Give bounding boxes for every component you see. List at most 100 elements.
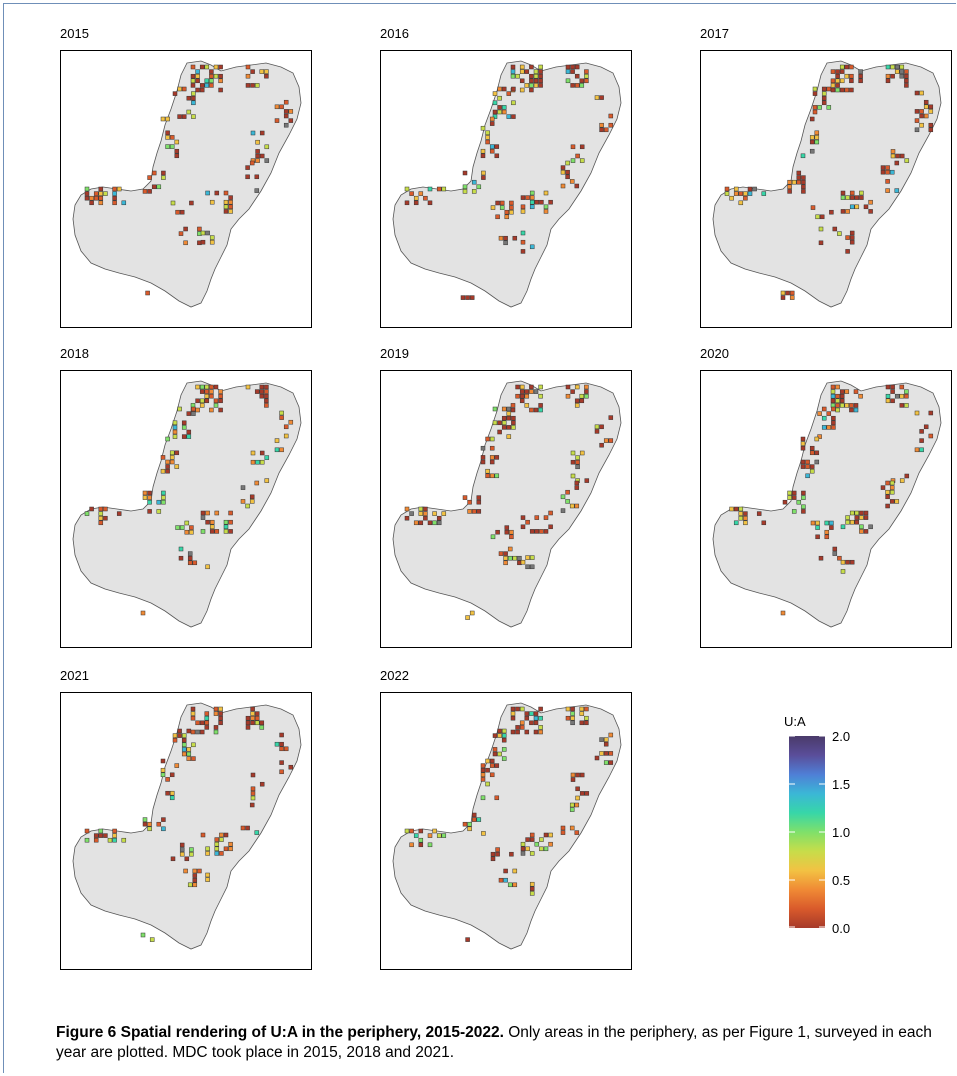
grid-cell (218, 87, 223, 93)
grid-cell (529, 832, 535, 838)
grid-cell (814, 139, 820, 145)
grid-cell (831, 415, 836, 421)
grid-cell (889, 169, 895, 175)
grid-cell (584, 706, 589, 712)
grid-cell (205, 851, 210, 856)
grid-cell (787, 490, 792, 496)
grid-cell (584, 791, 590, 796)
grid-cell (98, 186, 104, 192)
grid-cell (809, 148, 815, 154)
grid-cell (880, 165, 886, 170)
grid-cell (579, 720, 585, 726)
grid-cell (177, 406, 182, 412)
grid-cell (177, 86, 182, 92)
grid-cell (200, 230, 206, 236)
grid-cell (809, 139, 815, 145)
grid-cell (497, 751, 502, 757)
figure-frame (3, 3, 956, 1073)
grid-cell (98, 511, 104, 516)
grid-cell (187, 560, 193, 566)
map-svg (72, 380, 302, 628)
grid-cell (218, 720, 223, 726)
grid-cell (885, 393, 891, 399)
grid-cell (608, 415, 614, 420)
grid-cell (859, 190, 864, 196)
grid-cell (733, 186, 739, 192)
grid-cell (608, 438, 614, 443)
grid-cell (427, 200, 433, 206)
grid-cell (574, 480, 580, 486)
grid-cell (570, 158, 576, 163)
grid-cell (520, 515, 526, 520)
grid-cell (481, 170, 486, 176)
grid-cell (84, 828, 90, 834)
map-svg (392, 380, 622, 628)
grid-cell (165, 436, 170, 442)
grid-cell (849, 204, 855, 210)
grid-cell (169, 459, 175, 465)
grid-cell (205, 846, 210, 852)
grid-cell (418, 842, 424, 848)
grid-cell (520, 841, 526, 847)
grid-cell (796, 179, 802, 185)
grid-cell (161, 490, 166, 496)
grid-cell (914, 127, 920, 133)
grid-cell (409, 828, 414, 834)
grid-cell (533, 715, 539, 721)
grid-cell (832, 551, 838, 556)
grid-cell (830, 69, 836, 74)
grid-cell (529, 711, 534, 716)
grid-cell (814, 459, 820, 465)
grid-cell (525, 555, 530, 560)
grid-cell (140, 932, 146, 938)
grid-cell (223, 832, 229, 838)
grid-cell (570, 144, 576, 150)
grid-cell (471, 817, 477, 822)
grid-cell (264, 403, 269, 408)
grid-cell (476, 509, 482, 514)
grid-cell (501, 747, 507, 752)
grid-cell (436, 520, 442, 526)
grid-cell (501, 86, 507, 92)
grid-cell (575, 455, 580, 460)
grid-cell (98, 195, 104, 201)
grid-cell (462, 495, 468, 500)
grid-cell (497, 420, 502, 426)
grid-cell (565, 393, 571, 399)
grid-cell (603, 741, 609, 747)
panel-year-label: 2018 (60, 346, 89, 361)
grid-cell (845, 209, 850, 214)
grid-cell (177, 728, 182, 734)
grid-cell (503, 868, 508, 874)
grid-cell (98, 828, 104, 834)
grid-cell (579, 772, 585, 778)
grid-cell (480, 125, 486, 131)
grid-cell (142, 817, 148, 822)
grid-cell (534, 841, 540, 847)
grid-cell (608, 122, 614, 128)
grid-cell (254, 83, 260, 88)
grid-cell (584, 393, 589, 399)
grid-cell (524, 393, 530, 399)
grid-cell (800, 445, 806, 451)
grid-cell (259, 393, 265, 399)
grid-cell (467, 826, 472, 832)
grid-cell (178, 231, 184, 236)
grid-cell (204, 725, 210, 730)
grid-cell (476, 184, 482, 190)
grid-cell (204, 83, 210, 88)
grid-cell (205, 230, 210, 236)
grid-cell (228, 841, 233, 847)
grid-cell (404, 515, 410, 521)
grid-cell (254, 389, 260, 394)
grid-cell (520, 209, 526, 214)
grid-cell (506, 406, 512, 412)
grid-cell (815, 520, 820, 526)
grid-cell (497, 733, 502, 738)
grid-cell (140, 610, 146, 616)
grid-cell (574, 83, 580, 88)
grid-cell (812, 86, 818, 92)
grid-cell (184, 529, 190, 535)
grid-cell (200, 515, 206, 520)
grid-cell (142, 495, 148, 500)
